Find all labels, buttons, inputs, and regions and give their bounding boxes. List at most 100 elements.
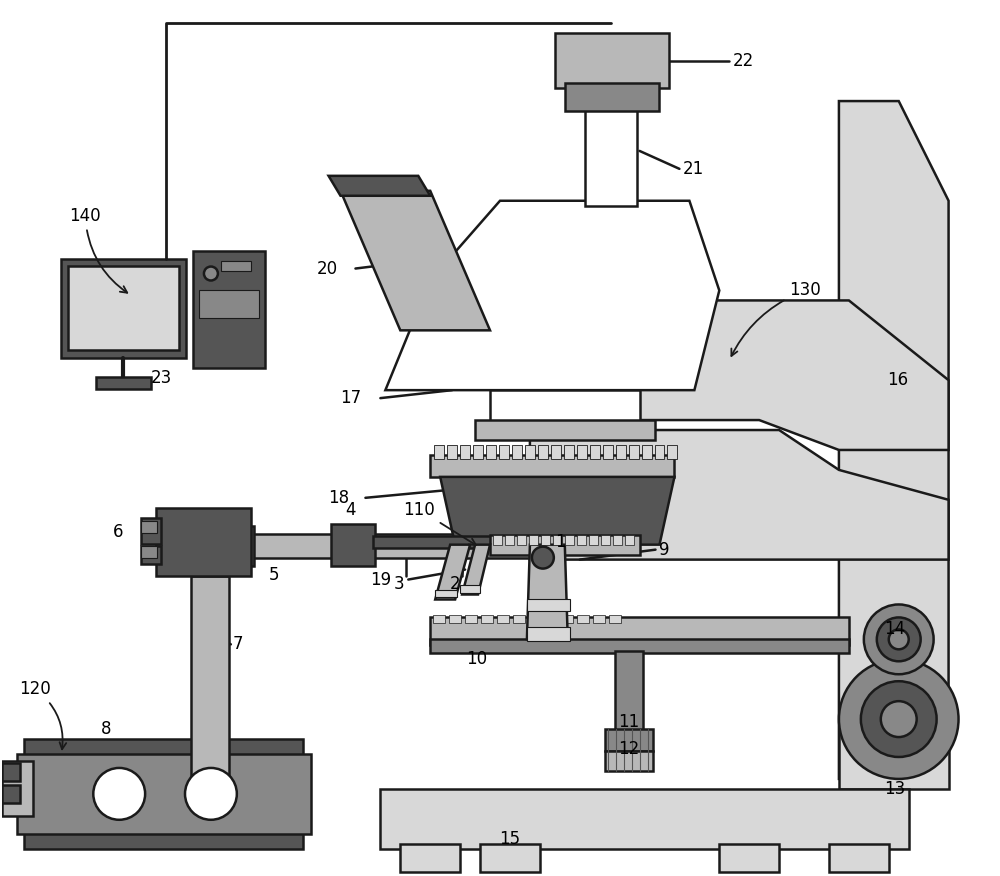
Polygon shape [329, 176, 430, 195]
Bar [553, 534, 562, 545]
Text: 1: 1 [555, 533, 565, 551]
Text: 8: 8 [101, 720, 112, 738]
Bar [527, 627, 570, 641]
Text: 20: 20 [317, 259, 338, 278]
Bar [96, 378, 151, 389]
Bar [585, 86, 637, 206]
Bar [719, 844, 779, 872]
Text: 2: 2 [450, 575, 460, 592]
Text: 18: 18 [329, 489, 350, 507]
Bar [221, 260, 251, 271]
Text: 21: 21 [682, 159, 704, 178]
Polygon shape [435, 545, 470, 599]
Bar [527, 599, 570, 611]
Text: 10: 10 [466, 650, 487, 668]
Bar [529, 534, 538, 545]
Bar [642, 445, 652, 459]
Bar [486, 445, 496, 459]
Bar [616, 445, 626, 459]
Bar [24, 739, 303, 849]
Bar [605, 751, 653, 771]
Bar [2, 785, 20, 802]
Bar [191, 576, 229, 775]
Text: 11: 11 [618, 713, 639, 731]
Bar [605, 729, 653, 751]
Bar [331, 524, 375, 566]
Circle shape [532, 547, 554, 569]
Circle shape [881, 701, 917, 737]
Text: 5: 5 [269, 566, 279, 583]
Bar [609, 616, 621, 624]
Text: 19: 19 [370, 570, 392, 589]
Text: 17: 17 [341, 389, 362, 407]
Text: 6: 6 [113, 523, 124, 540]
Bar [541, 534, 550, 545]
Bar [447, 445, 457, 459]
Bar [538, 445, 548, 459]
Polygon shape [341, 191, 490, 330]
Bar [433, 616, 445, 624]
Bar [577, 445, 587, 459]
Circle shape [889, 629, 909, 649]
Text: 23: 23 [150, 369, 172, 387]
Bar [499, 445, 509, 459]
Circle shape [204, 266, 218, 280]
Text: 13: 13 [884, 780, 905, 798]
Bar [193, 251, 265, 368]
Circle shape [93, 768, 145, 820]
Circle shape [185, 768, 237, 820]
Text: 9: 9 [659, 540, 670, 559]
Circle shape [864, 604, 934, 675]
Text: 140: 140 [69, 207, 127, 293]
Bar [829, 844, 889, 872]
Polygon shape [600, 300, 949, 450]
Bar [555, 33, 669, 88]
Bar [435, 590, 457, 597]
Bar [629, 445, 639, 459]
Bar [577, 534, 586, 545]
Text: 4: 4 [345, 501, 356, 519]
Bar [236, 526, 254, 566]
Polygon shape [490, 390, 640, 430]
Bar [156, 508, 251, 576]
Bar [513, 616, 525, 624]
Bar [613, 534, 622, 545]
Bar [449, 616, 461, 624]
Polygon shape [839, 729, 949, 789]
Bar [373, 536, 533, 548]
Bar [493, 534, 502, 545]
Circle shape [877, 618, 921, 661]
Bar [473, 445, 483, 459]
Bar [517, 534, 526, 545]
Bar [497, 616, 509, 624]
Bar [529, 616, 541, 624]
Bar [460, 584, 480, 592]
Bar [380, 789, 909, 849]
Bar [593, 616, 605, 624]
Bar [655, 445, 664, 459]
Bar [667, 445, 677, 459]
Text: 3: 3 [394, 575, 405, 592]
Bar [430, 618, 849, 646]
Bar [565, 534, 574, 545]
Polygon shape [530, 430, 949, 560]
Bar [239, 533, 533, 558]
Text: 12: 12 [618, 740, 639, 758]
Bar [2, 761, 33, 816]
Circle shape [861, 682, 937, 757]
Polygon shape [440, 477, 674, 545]
Polygon shape [839, 101, 949, 779]
Bar [577, 616, 589, 624]
Bar [17, 754, 311, 834]
Text: 22: 22 [732, 53, 754, 70]
Polygon shape [527, 545, 568, 639]
Bar [545, 616, 557, 624]
Bar [480, 844, 540, 872]
Bar [141, 546, 157, 558]
Bar [490, 534, 640, 555]
Bar [2, 763, 20, 781]
Polygon shape [385, 201, 719, 390]
Text: 16: 16 [887, 371, 908, 389]
Bar [603, 445, 613, 459]
Text: 110: 110 [403, 501, 476, 545]
